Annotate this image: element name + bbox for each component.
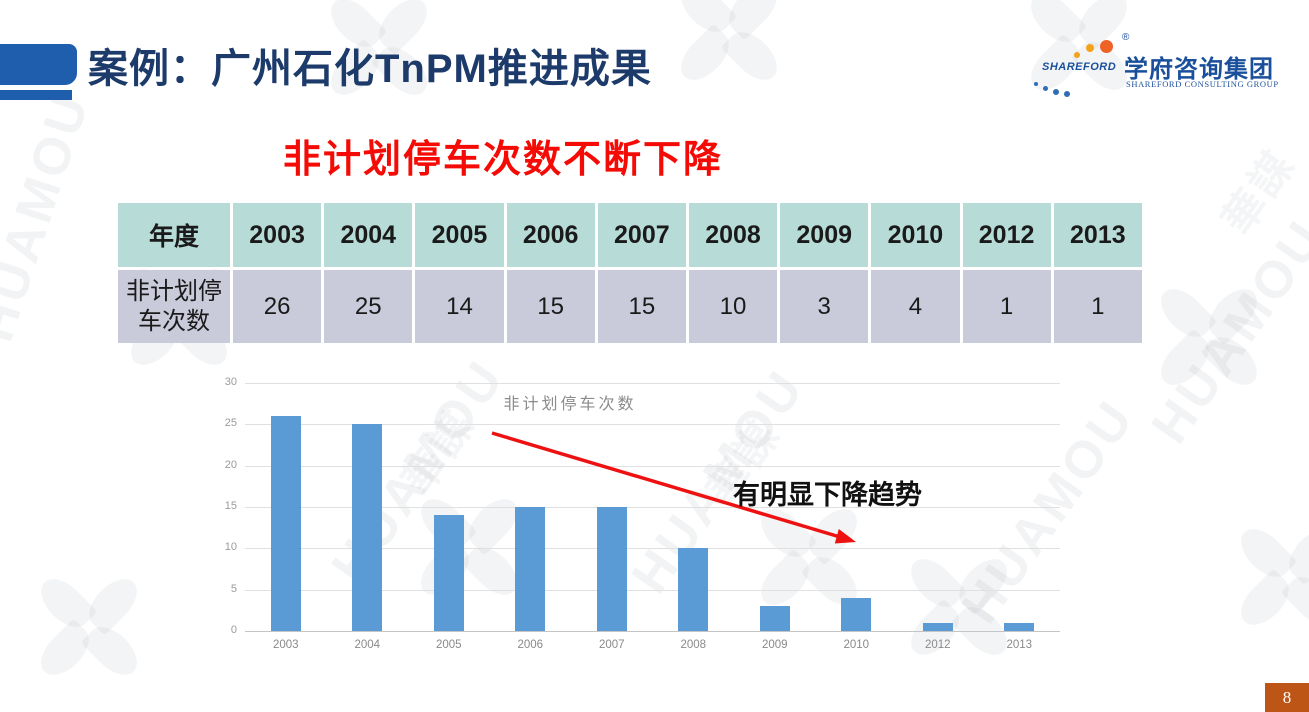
y-axis-tick-label: 30 — [224, 376, 237, 388]
x-axis-tick-label: 2012 — [924, 639, 951, 651]
chart-bar-2010 — [841, 597, 872, 631]
trend-annotation: 有明显下降趋势 — [733, 480, 922, 510]
table-year-cell: 2012 — [962, 203, 1051, 267]
chart-bar-2007 — [596, 507, 627, 631]
logo-dot-icon — [1100, 40, 1113, 53]
table-year-cell: 2007 — [597, 203, 686, 267]
x-axis-tick-label: 2005 — [435, 639, 462, 651]
page-title: 案例：广州石化TnPM推进成果 — [88, 47, 652, 91]
chart-plot: 0 5 10 15 20 25 30 2003 2004 2005 2006 2007 2008 2009… — [225, 376, 1060, 651]
y-axis-tick-label: 20 — [224, 458, 237, 471]
logo-dot-icon — [1074, 52, 1080, 58]
logo-wordmark: SHAREFORD — [1042, 61, 1117, 73]
chart-gridline — [245, 631, 1060, 632]
table-value-cell: 14 — [415, 270, 504, 343]
chart-bar-2005 — [433, 515, 464, 631]
table-year-cell: 2009 — [780, 203, 869, 267]
chart-gridline — [245, 548, 1060, 550]
table-value-cell: 3 — [780, 270, 869, 343]
table-value-cell: 4 — [871, 270, 960, 343]
table-value-cell: 25 — [324, 270, 413, 343]
chart-gridline — [245, 424, 1060, 426]
logo-dot-icon — [1053, 89, 1059, 95]
logo-dot-icon — [1064, 91, 1070, 97]
table-year-cell: 2008 — [688, 203, 778, 267]
y-axis-tick-label: 25 — [224, 417, 237, 430]
shareford-logo: ® SHAREFORD 学府咨询集团 SHAREFORD CONSULTING … — [1030, 30, 1305, 102]
logo-dot-icon — [1043, 86, 1048, 91]
chart-title: 非计划停车次数 — [503, 396, 637, 413]
yearly-shutdown-table: 年度 2003 2004 2005 2006 2007 2008 2009 2010 2012 20… — [115, 200, 1145, 346]
chart-bar-2009 — [759, 606, 790, 631]
chart-gridline — [245, 589, 1060, 591]
x-axis-tick-label: 2013 — [1006, 639, 1033, 651]
table-value-cell: 15 — [506, 270, 595, 343]
x-axis-tick-label: 2007 — [598, 639, 625, 651]
logo-dot-icon — [1086, 44, 1094, 52]
x-axis-tick-label: 2009 — [761, 639, 788, 651]
table-value-cell: 1 — [1053, 270, 1142, 343]
section-headline: 非计划停车次数不断下降 — [283, 139, 724, 181]
registered-trademark-icon: ® — [1122, 32, 1130, 43]
logo-name-cn: 学府咨询集团 — [1124, 57, 1274, 83]
title-accent-block — [0, 44, 77, 85]
table-year-cell: 2004 — [324, 203, 413, 267]
y-axis-tick-label: 15 — [224, 500, 237, 512]
chart-bar-2006 — [515, 507, 546, 631]
table-year-cell: 2003 — [233, 203, 322, 267]
title-accent-bar — [0, 90, 72, 100]
table-row-label: 非计划停车次数 — [118, 270, 230, 343]
table-year-cell: 2006 — [506, 203, 595, 267]
table-year-cell: 2010 — [871, 203, 960, 267]
logo-name-en: SHAREFORD CONSULTING GROUP — [1126, 79, 1279, 89]
chart-gridline — [245, 383, 1060, 384]
y-axis-tick-label: 10 — [224, 541, 237, 554]
table-value-cell: 26 — [233, 270, 322, 343]
logo-dot-icon — [1034, 82, 1038, 86]
table-year-cell: 2005 — [415, 203, 504, 267]
table-value-cell: 10 — [688, 270, 778, 343]
y-axis-tick-label: 0 — [230, 624, 237, 636]
x-axis-tick-label: 2006 — [517, 639, 544, 651]
page-number-badge: 8 — [1265, 683, 1309, 712]
watermark-text-cn: 華謀 — [1213, 140, 1305, 243]
chart-bar-2004 — [352, 424, 383, 631]
chart-bar-2013 — [1004, 622, 1035, 631]
table-header-label: 年度 — [118, 203, 230, 267]
x-axis-tick-label: 2003 — [272, 639, 299, 651]
table-value-cell: 1 — [962, 270, 1051, 343]
x-axis-tick-label: 2010 — [843, 639, 870, 651]
chart-bar-2012 — [922, 622, 953, 631]
watermark-text: HUAMOU — [0, 84, 101, 349]
x-axis-tick-label: 2008 — [680, 639, 707, 651]
table-year-cell: 2013 — [1053, 203, 1142, 267]
y-axis-tick-label: 5 — [230, 582, 237, 595]
chart-bar-2003 — [270, 416, 301, 631]
watermark-text: HUAMOU — [1140, 209, 1309, 454]
page-number: 8 — [1282, 687, 1292, 707]
chart-bar-2008 — [678, 548, 709, 631]
x-axis-tick-label: 2004 — [354, 639, 381, 651]
table-value-cell: 15 — [597, 270, 686, 343]
